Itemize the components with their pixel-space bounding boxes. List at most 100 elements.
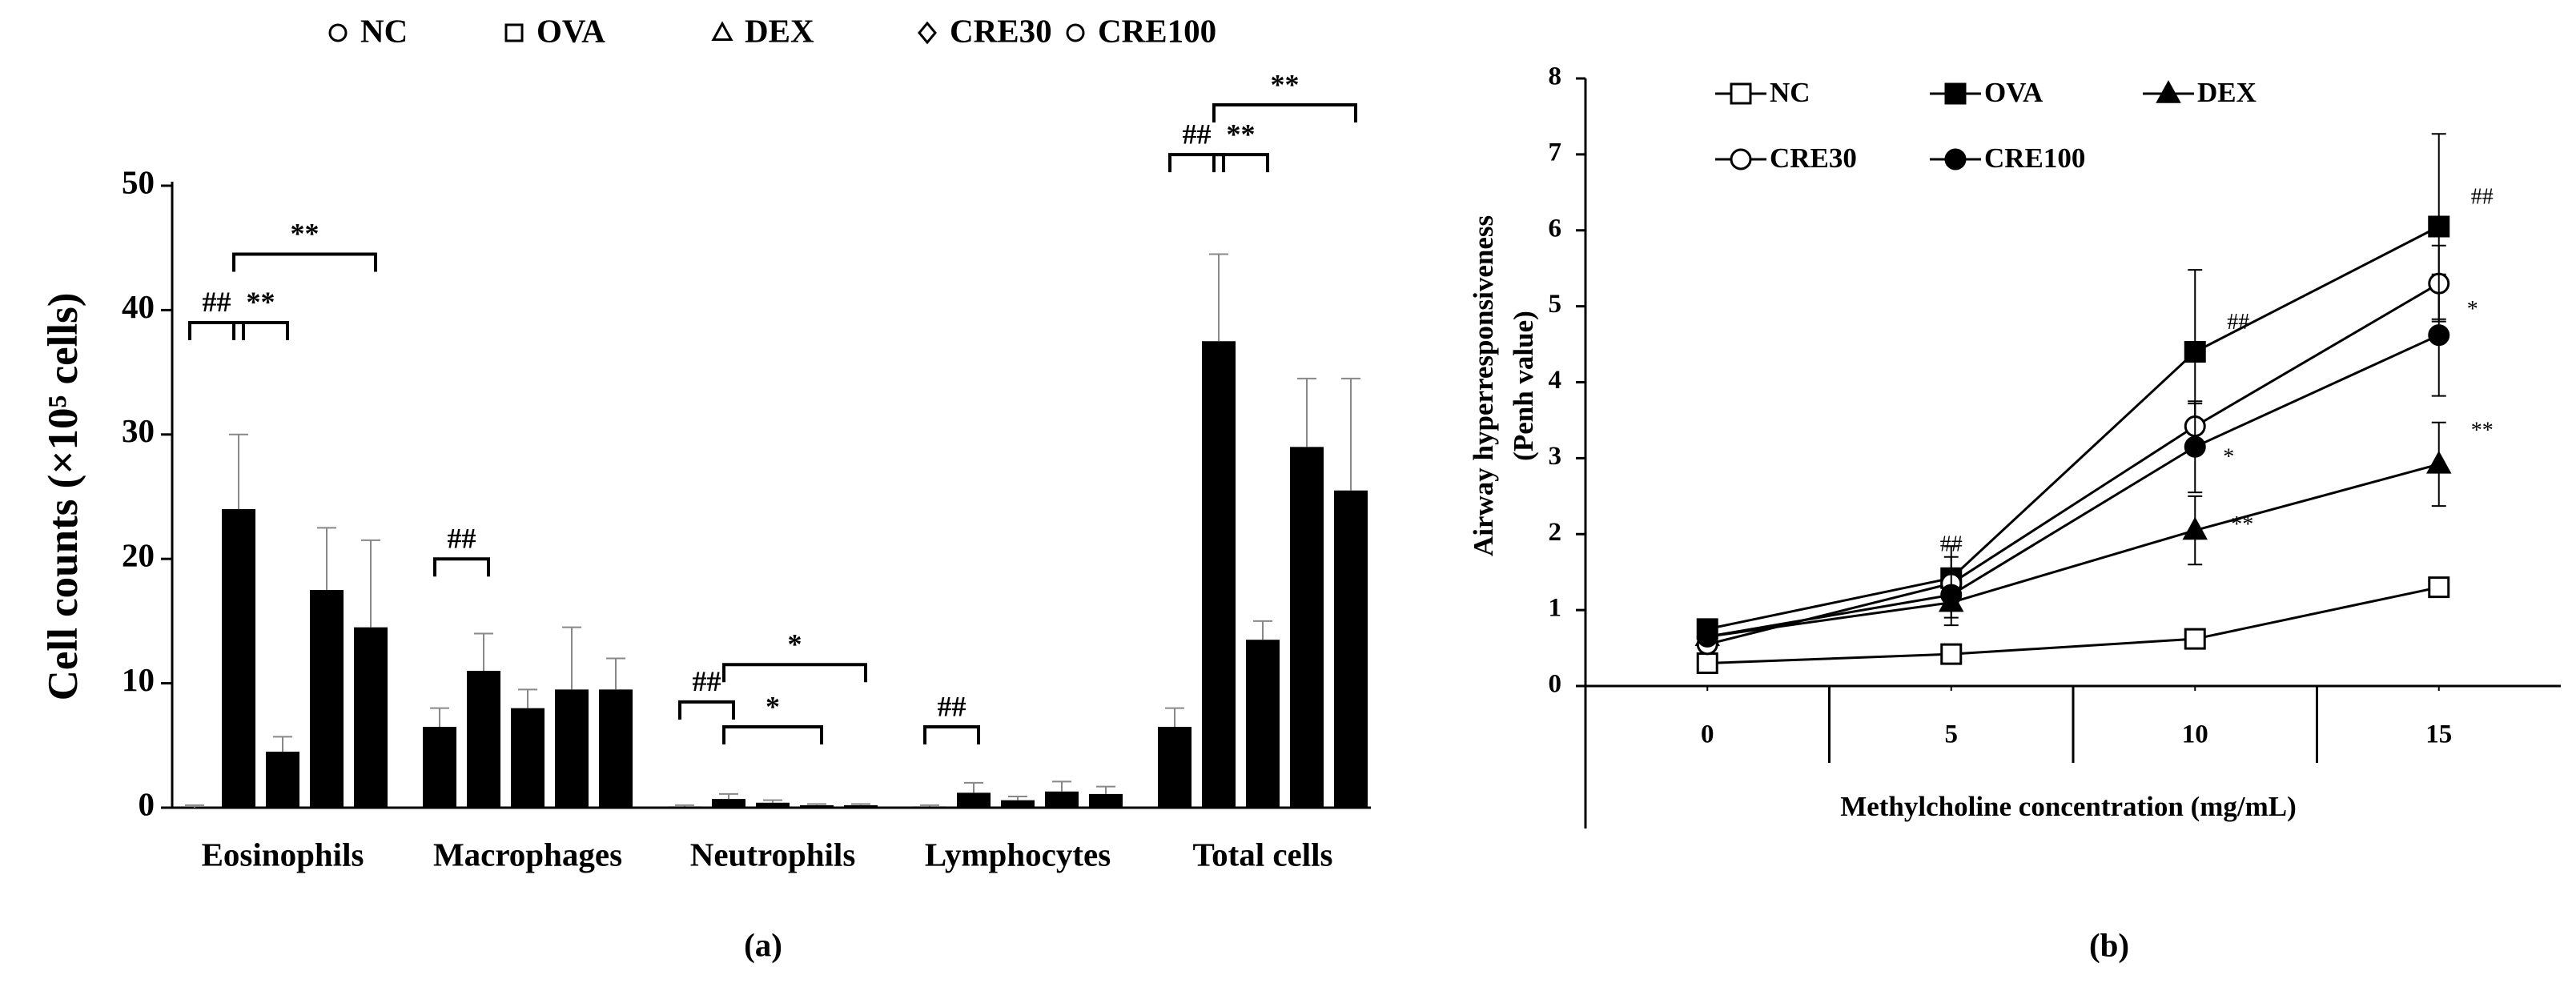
significance-label: ** [1227,118,1256,150]
x-axis-title: Methylcholine concentration (mg/mL) [1840,791,2297,822]
x-tick-label: Total cells [1192,836,1332,873]
bar [800,804,834,808]
data-point [1940,584,1963,606]
data-point [2428,324,2450,347]
significance-bracket [433,557,490,577]
y-tick-label: 4 [1549,366,1562,395]
y-tick-label: 20 [122,537,155,574]
error-bar [920,804,939,807]
bar [756,802,790,808]
error-bar [1096,785,1115,794]
significance-label: ** [2471,418,2494,443]
x-tick-label: 15 [2425,720,2452,749]
significance-label: ** [2231,512,2253,537]
error-bar [606,657,625,690]
error-bar [675,804,694,807]
significance-label: ## [693,665,721,697]
significance-label: ## [938,690,967,722]
bar [668,806,701,808]
legend-marker [711,21,733,41]
error-bar [1341,377,1360,491]
bar [844,804,878,808]
series-line [1707,586,2440,665]
bar [1334,490,1368,808]
panel-b: 0 1 2 3 4 5 6 7 8 0 5 10 15 Methylcholine concentrati… [1468,62,2561,963]
bar [423,726,456,808]
significance-label: ## [203,286,231,318]
panel-label: (a) [744,926,782,963]
significance-bracket [232,320,289,340]
error-bar [317,527,336,591]
bar [1001,800,1035,808]
bar [1158,726,1192,808]
legend-marker [1066,23,1085,42]
bar [354,627,388,808]
significance-label: ## [1183,118,1212,150]
bar [1246,640,1280,808]
x-tick-label: Neutrophils [690,836,856,873]
legend-label: CRE30 [1770,142,1857,174]
bar [957,792,991,808]
significance-bracket [722,724,823,744]
y-tick-label: 0 [1549,670,1562,699]
significance-label: ## [2471,184,2494,209]
error-bar [562,626,581,690]
error-bar [719,792,738,800]
bar [712,799,745,808]
significance-label: ## [1940,532,1963,557]
error-bar [763,799,782,803]
bar [1089,793,1123,808]
significance-label: * [2223,445,2234,470]
error-bar [474,632,493,672]
significance-label: ** [291,218,319,250]
legend-marker [1944,82,1967,105]
error-bar [1297,377,1316,447]
significance-label: ## [448,522,476,554]
y-tick-label: 8 [1549,62,1562,91]
legend-label: OVA [1984,77,2044,108]
error-bar [518,688,537,708]
error-bar [851,803,870,805]
legend-marker [1730,82,1752,105]
legend-label: CRE30 [950,12,1052,49]
y-tick-label: 3 [1549,442,1562,471]
data-point [2182,516,2208,540]
bar [1045,791,1079,808]
error-bar [185,804,204,808]
bar [1202,341,1236,808]
y-axis-title: Cell counts (×10⁵ cells) [40,293,86,701]
significance-label: * [2467,297,2478,322]
significance-bracket [722,663,867,683]
x-tick-label: 5 [1945,720,1959,749]
bar [511,708,545,808]
significance-bracket [188,320,245,340]
y-tick-label: 5 [1549,290,1562,319]
significance-bracket [1168,153,1225,173]
x-tick-label: Lymphocytes [925,836,1111,873]
significance-bracket [232,252,377,272]
y-tick-label: 2 [1549,518,1562,547]
x-tick-label: Eosinophils [202,836,364,873]
data-point [2184,435,2206,458]
y-axis-title: (Penh value) [1508,311,1539,461]
error-bar [1253,620,1272,640]
bar [266,752,299,808]
significance-label: * [766,690,780,722]
data-point [1940,643,1963,665]
y-tick-label: 40 [122,288,155,325]
data-point [2184,341,2206,363]
y-tick-label: 10 [122,661,155,698]
significance-bracket [678,700,735,720]
legend-marker [2156,80,2181,103]
bar [467,671,500,808]
error-bar [807,803,826,805]
series-line [1706,334,2440,638]
series-line [1706,282,2440,646]
y-axis-title: Airway hyperresponsiveness [1468,215,1499,556]
significance-label: * [788,628,802,660]
bar [310,590,344,808]
series-line [1707,463,2440,638]
significance-label: ## [2227,310,2249,335]
y-tick-label: 50 [122,163,155,200]
